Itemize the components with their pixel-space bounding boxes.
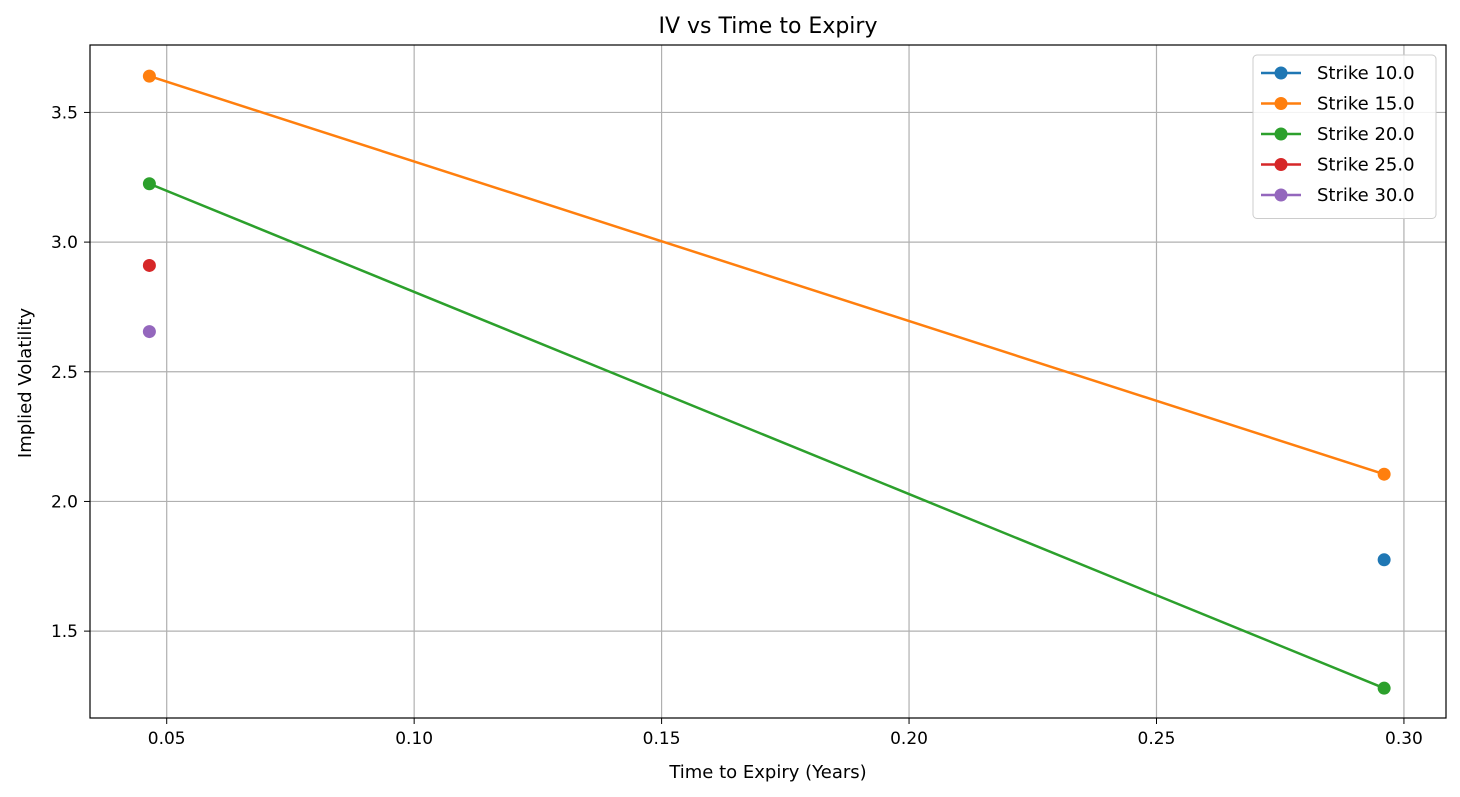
- legend-marker: [1274, 158, 1288, 171]
- y-tick-label: 1.5: [51, 622, 78, 642]
- legend-item: Strike 10.0: [1261, 63, 1415, 84]
- x-axis-label: Time to Expiry (Years): [668, 762, 866, 783]
- legend-label: Strike 15.0: [1317, 94, 1415, 115]
- data-point: [1377, 467, 1391, 481]
- legend-label: Strike 30.0: [1317, 185, 1415, 206]
- y-tick-label: 3.0: [51, 233, 78, 253]
- data-point: [142, 177, 156, 191]
- y-tick-label: 2.5: [51, 363, 78, 383]
- legend-item: Strike 20.0: [1261, 124, 1415, 145]
- axis-ticks: 0.05 0.10 0.15 0.20 0.25 0.30 1.5 2.0 2.5 3.0 3.5: [51, 103, 1423, 749]
- series-2: [142, 69, 1391, 481]
- x-tick-label: 0.10: [395, 729, 433, 749]
- legend-box: [1252, 54, 1437, 219]
- chart-title: IV vs Time to Expiry: [659, 14, 878, 39]
- legend-label: Strike 20.0: [1317, 124, 1415, 145]
- series-line: [149, 74, 1385, 476]
- legend-item: Strike 25.0: [1261, 155, 1415, 176]
- plot-frame: [89, 44, 1447, 719]
- legend-marker: [1274, 66, 1288, 80]
- y-tick-label: 2.0: [51, 492, 78, 512]
- y-axis-label: Implied Volatility: [15, 308, 36, 459]
- series-3: [142, 177, 1391, 695]
- data-point: [142, 258, 156, 272]
- legend-item: Strike 15.0: [1261, 94, 1415, 115]
- legend-item: Strike 30.0: [1261, 185, 1415, 206]
- legend-marker: [1274, 127, 1288, 141]
- series-4: [142, 258, 156, 272]
- series-5: [142, 325, 156, 339]
- data-point: [1377, 553, 1391, 567]
- legend-label: Strike 25.0: [1317, 155, 1415, 176]
- legend-marker: [1274, 97, 1288, 110]
- series-line: [148, 182, 1385, 690]
- legend-label: Strike 10.0: [1317, 63, 1415, 84]
- data-point: [142, 325, 156, 339]
- y-tick-label: 3.5: [51, 103, 78, 123]
- x-tick-label: 0.15: [643, 729, 681, 749]
- legend: Strike 10.0 Strike 15.0 Strike 20.0 Strike …: [1252, 54, 1437, 219]
- x-tick-label: 0.20: [890, 729, 928, 749]
- data-point: [142, 69, 156, 83]
- x-tick-label: 0.30: [1385, 729, 1423, 749]
- x-tick-label: 0.05: [148, 729, 186, 749]
- legend-marker: [1274, 188, 1288, 202]
- series-layer: [142, 69, 1391, 695]
- data-point: [1377, 681, 1391, 695]
- series-1: [1377, 553, 1391, 567]
- x-tick-label: 0.25: [1138, 729, 1176, 749]
